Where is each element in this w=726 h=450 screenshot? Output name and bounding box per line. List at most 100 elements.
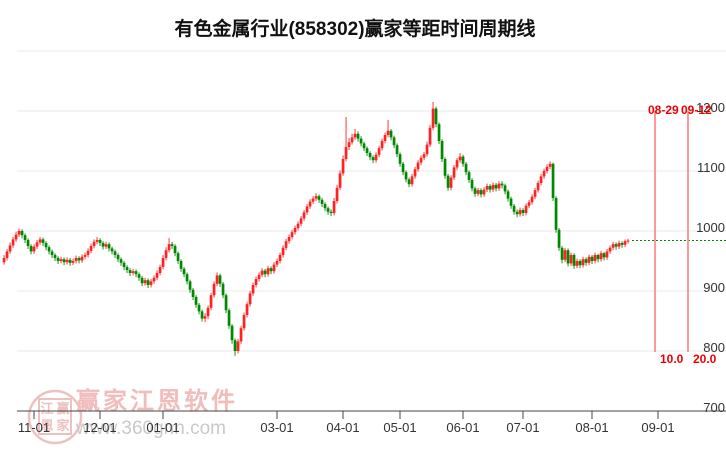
candle-up	[212, 283, 216, 296]
candle-up	[158, 267, 162, 273]
candle-up	[377, 148, 381, 155]
y-axis-label: 700	[703, 400, 725, 415]
candle-down	[461, 156, 465, 164]
x-axis-label: 12-01	[83, 420, 116, 435]
candle-down	[566, 250, 570, 264]
candle-down	[584, 259, 588, 263]
candle-up	[593, 255, 597, 261]
candle-up	[539, 176, 543, 183]
candle-up	[350, 137, 354, 143]
candle-down	[446, 175, 450, 188]
candle-down	[467, 172, 471, 180]
candle-up	[335, 187, 339, 201]
candle-up	[422, 154, 426, 158]
candle-down	[77, 258, 81, 261]
candle-up	[104, 244, 108, 247]
candle-up	[92, 241, 96, 246]
candle-down	[488, 186, 492, 190]
candle-up	[254, 279, 258, 285]
candle-up	[215, 275, 219, 284]
candle-up	[527, 202, 531, 206]
chart-title: 有色金属行业(858302)赢家等距时间周期线	[174, 19, 536, 40]
candle-up	[305, 206, 309, 213]
candle-down	[407, 179, 411, 185]
candle-down	[473, 188, 477, 194]
candle-down	[233, 340, 237, 351]
candle-down	[191, 289, 195, 297]
candle-up	[248, 293, 252, 305]
candle-wick	[345, 117, 347, 162]
candle-up	[257, 274, 261, 279]
candle-up	[164, 250, 168, 258]
candle-down	[41, 239, 45, 243]
candle-down	[230, 325, 234, 341]
candle-up	[284, 241, 288, 248]
candle-down	[323, 204, 327, 209]
candle-up	[38, 239, 42, 243]
candle-up	[272, 264, 276, 272]
candle-up	[413, 169, 417, 177]
candle-up	[80, 256, 84, 261]
candle-down	[320, 199, 324, 204]
candle-down	[101, 243, 105, 247]
candle-down	[44, 243, 48, 248]
candle-down	[224, 295, 228, 311]
x-axis-label: 06-01	[446, 420, 479, 435]
candle-up	[617, 243, 621, 247]
candle-down	[512, 205, 516, 212]
candle-up	[536, 183, 540, 191]
candle-up	[239, 328, 243, 342]
candle-down	[554, 198, 558, 230]
candle-down	[128, 270, 132, 273]
candle-up	[452, 167, 456, 178]
candle-up	[149, 281, 153, 285]
candle-up	[476, 190, 480, 194]
candle-down	[173, 246, 177, 254]
candle-down	[500, 183, 504, 186]
candle-wick	[387, 120, 389, 138]
candle-down	[146, 280, 150, 285]
candle-up	[152, 277, 156, 282]
candle-down	[434, 108, 438, 125]
candle-down	[368, 153, 372, 158]
candle-down	[359, 138, 363, 144]
candle-down	[404, 172, 408, 180]
candle-down	[29, 246, 33, 252]
candle-down	[503, 185, 507, 192]
candle-up	[581, 259, 585, 266]
candle-down	[329, 211, 333, 213]
candle-down	[371, 157, 375, 161]
candle-up	[287, 237, 291, 242]
candle-down	[119, 259, 123, 263]
candle-up	[161, 258, 165, 267]
y-axis-label: 1200	[696, 100, 725, 115]
candle-up	[530, 196, 534, 203]
candle-up	[431, 108, 435, 128]
candle-up	[143, 280, 147, 284]
candle-up	[374, 154, 378, 161]
candle-up	[533, 190, 537, 197]
candle-up	[11, 239, 15, 246]
candle-down	[557, 229, 561, 248]
candle-down	[437, 124, 441, 141]
candle-up	[299, 218, 303, 224]
candle-down	[515, 211, 519, 215]
candle-up	[524, 205, 528, 213]
candle-down	[602, 253, 606, 258]
candle-up	[341, 159, 345, 174]
candle-down	[20, 231, 24, 236]
candle-up	[206, 307, 210, 317]
candle-up	[296, 223, 300, 228]
candle-down	[551, 163, 555, 198]
candle-down	[395, 145, 399, 155]
candle-down	[365, 148, 369, 153]
candle-down	[509, 198, 513, 206]
candle-up	[587, 256, 591, 263]
watermark-seal-icon	[27, 389, 83, 445]
x-axis-label: 07-01	[506, 420, 539, 435]
candle-up	[491, 184, 495, 190]
x-axis-label: 11-01	[18, 420, 50, 435]
candle-up	[308, 201, 312, 207]
